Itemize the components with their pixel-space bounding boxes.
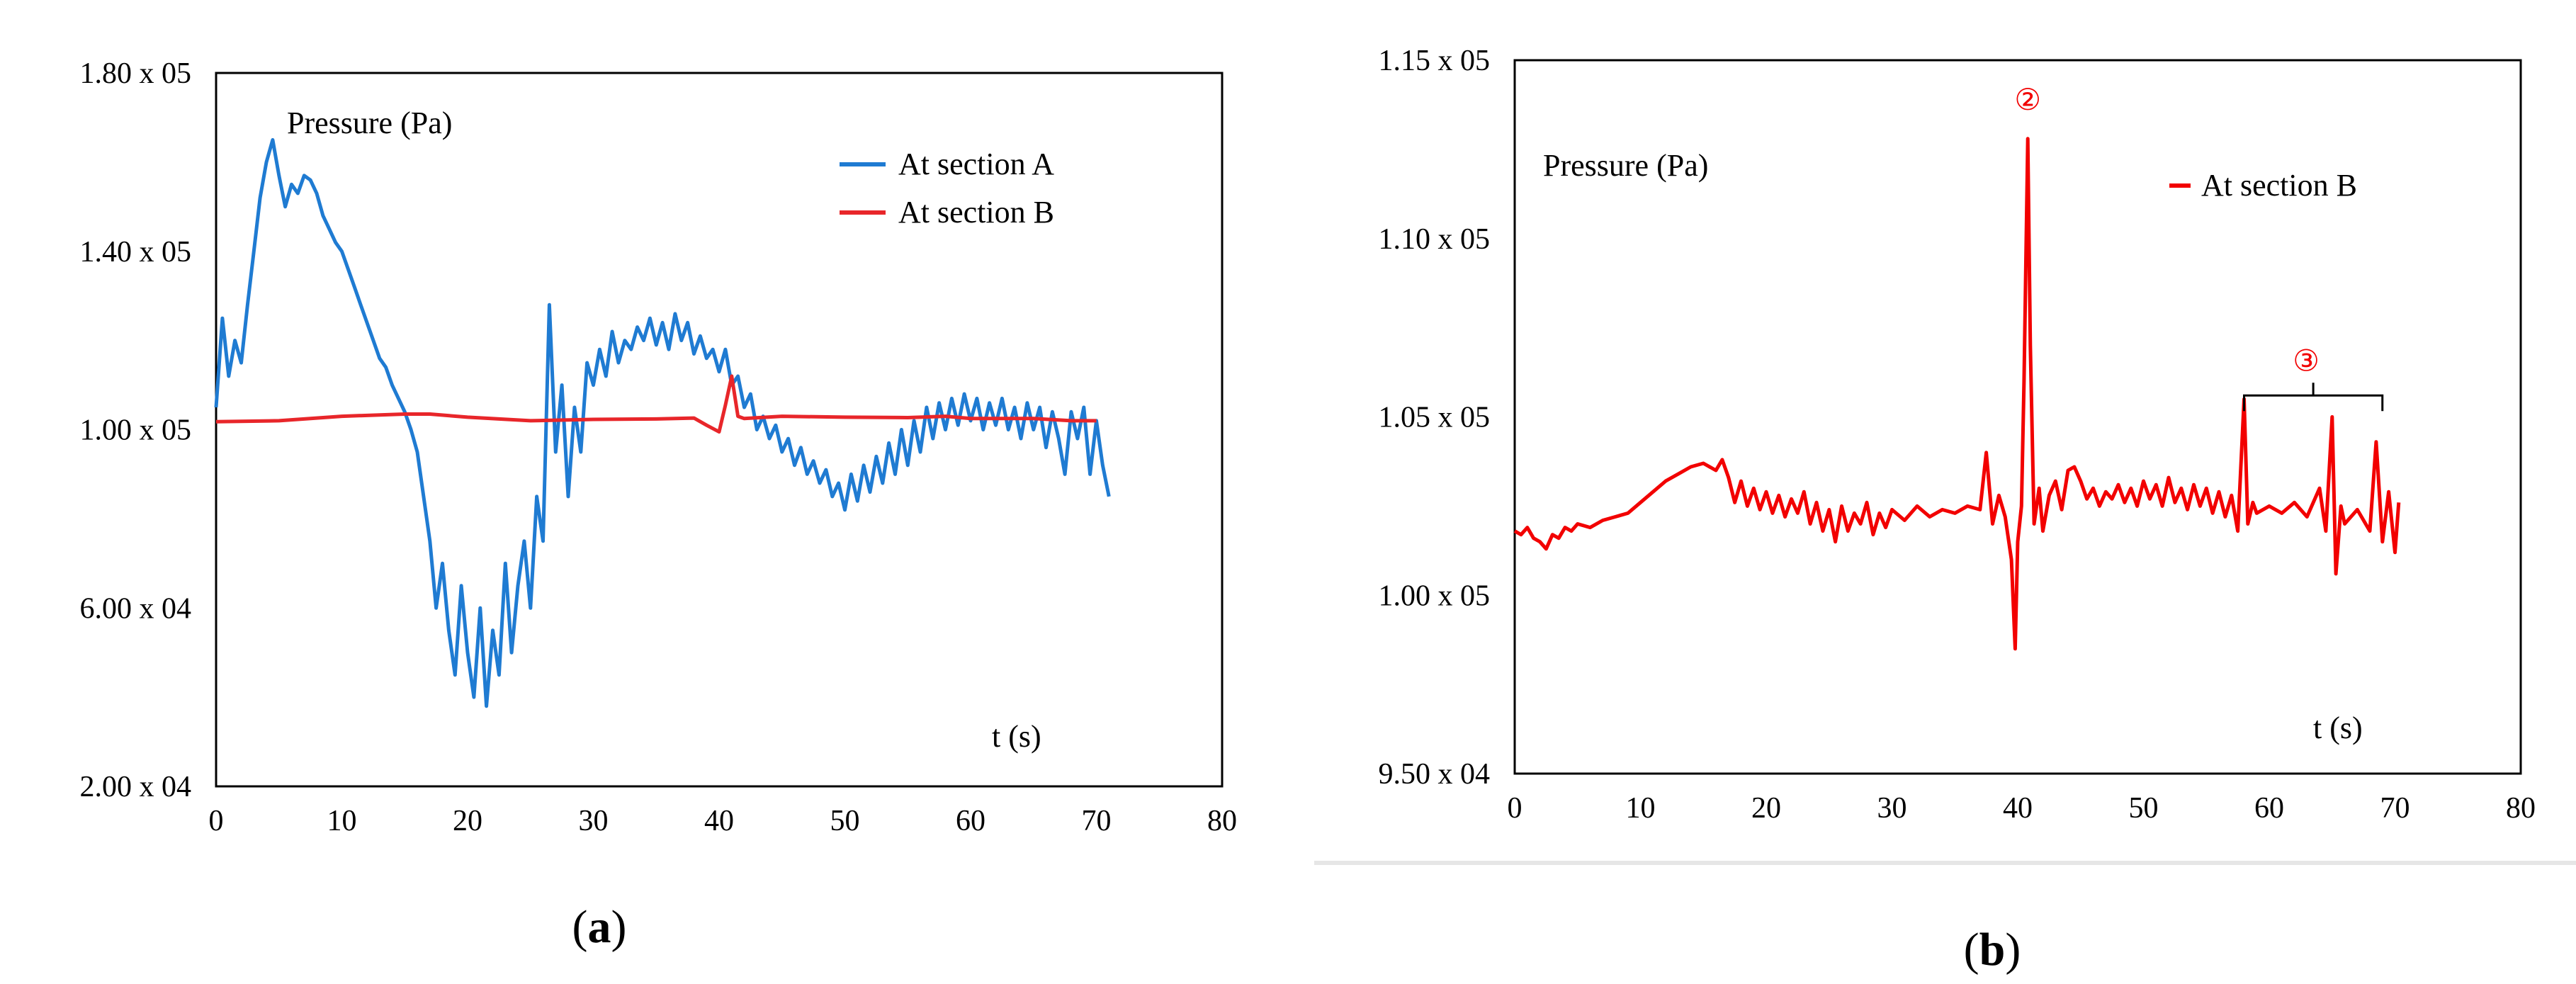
x-tick-label: 40	[2003, 792, 2033, 825]
y-tick-label: 1.10 x 05	[1379, 223, 1491, 256]
x-tick-label: 70	[1082, 805, 1112, 837]
range-bracket	[2243, 383, 2384, 412]
legend-label-section-b: At section B	[898, 195, 1054, 230]
series-line-at-section-b	[215, 374, 1097, 434]
panel-b-x-annotation: t (s)	[2313, 711, 2363, 745]
y-tick-label: 1.00 x 05	[1379, 579, 1491, 612]
panel-b-caption: (b)	[1964, 924, 2021, 975]
x-tick-label: 10	[327, 805, 357, 837]
x-tick-label: 70	[2380, 792, 2410, 825]
y-tick-label: 1.00 x 05	[80, 414, 192, 447]
panel-b-series	[1513, 137, 2401, 651]
panel-a: 2.00 x 04 6.00 x 04 1.00 x 05 1.40 x 05 1.80…	[80, 57, 1238, 953]
x-tick-label: 0	[1508, 792, 1523, 825]
x-tick-label: 60	[956, 805, 985, 837]
caption-a-letter: a	[588, 901, 611, 953]
caption-a-close: )	[611, 901, 627, 953]
panel-b: 9.50 x 04 1.00 x 05 1.05 x 05 1.10 x 05 1.15…	[1314, 14, 2576, 975]
panel-b-plot-area	[1513, 59, 2522, 775]
y-tick-label: 1.40 x 05	[80, 236, 192, 268]
y-tick-label: 1.05 x 05	[1379, 402, 1491, 434]
panel-b-x-tick-labels: 0 10 20 30 40 50 60 70 80	[1508, 792, 2536, 825]
y-tick-label: 2.00 x 04	[80, 771, 192, 803]
panel-b-y-tick-labels: 9.50 x 04 1.00 x 05 1.05 x 05 1.10 x 05 1.15…	[1379, 45, 1491, 791]
caption-a-open: (	[572, 901, 588, 953]
y-tick-label: 1.15 x 05	[1379, 45, 1491, 77]
x-tick-label: 50	[2129, 792, 2159, 825]
range-annotation-3: ③	[2293, 345, 2320, 378]
x-tick-label: 20	[453, 805, 482, 837]
x-tick-label: 50	[830, 805, 860, 837]
panel-a-x-annotation: t (s)	[992, 719, 1041, 754]
panel-b-y-annotation: Pressure (Pa)	[1543, 148, 1708, 183]
panel-a-y-annotation: Pressure (Pa)	[287, 106, 452, 140]
caption-b-close: )	[2005, 924, 2021, 975]
panel-a-x-tick-labels: 0 10 20 30 40 50 60 70 80	[209, 805, 1238, 837]
caption-b-open: (	[1964, 924, 1979, 975]
panel-b-legend: At section B	[2169, 168, 2357, 203]
panel-a-y-tick-labels: 2.00 x 04 6.00 x 04 1.00 x 05 1.40 x 05 1.80…	[80, 57, 192, 803]
legend-label-section-b-panel-b: At section B	[2201, 168, 2357, 203]
caption-b-letter: b	[1979, 924, 2006, 975]
peak-annotation-2: ②	[2014, 84, 2041, 117]
panel-a-legend: At section A At section B	[840, 147, 1054, 230]
x-tick-label: 30	[1877, 792, 1907, 825]
y-tick-label: 1.80 x 05	[80, 57, 192, 90]
x-tick-label: 80	[2506, 792, 2536, 825]
y-tick-label: 6.00 x 04	[80, 592, 192, 625]
x-tick-label: 40	[704, 805, 734, 837]
x-tick-label: 30	[579, 805, 609, 837]
legend-label-section-a: At section A	[898, 147, 1054, 181]
x-tick-label: 10	[1626, 792, 1656, 825]
x-tick-label: 60	[2254, 792, 2284, 825]
y-tick-label: 9.50 x 04	[1379, 758, 1491, 791]
panel-a-caption: (a)	[572, 901, 627, 953]
x-tick-label: 0	[209, 805, 224, 837]
x-tick-label: 80	[1207, 805, 1237, 837]
series-line-at-section-a	[214, 137, 1111, 708]
panel-a-series	[214, 137, 1111, 708]
x-tick-label: 20	[1751, 792, 1781, 825]
series-line-at-section-b	[1513, 137, 2401, 651]
